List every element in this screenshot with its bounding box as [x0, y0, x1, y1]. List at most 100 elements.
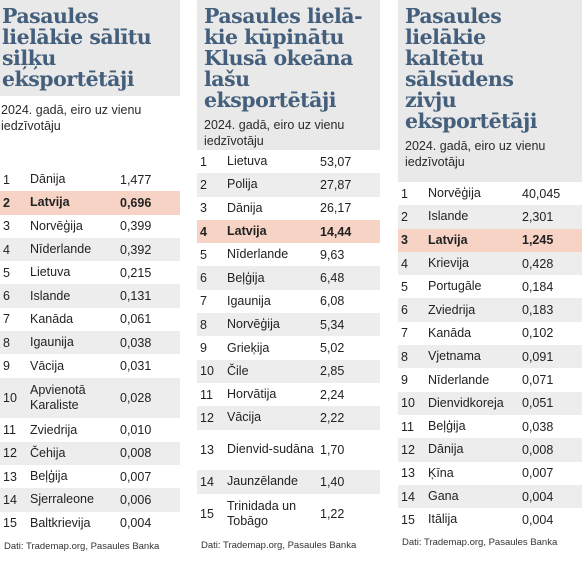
country-cell: Čehija: [30, 445, 66, 460]
rank-cell: 6: [3, 289, 10, 304]
table-row: 13 Beļģija 0,007: [0, 465, 180, 489]
country-cell: Lietuva: [227, 154, 268, 169]
country-cell: Gana: [428, 489, 459, 503]
rank-cell: 3: [3, 219, 10, 234]
value-cell: 1,40: [320, 474, 345, 489]
rank-cell: 6: [401, 303, 408, 318]
subtitle-line: 2024. gadā, eiro uz vienu: [405, 139, 546, 153]
country-cell: Vācija: [227, 410, 262, 425]
country-cell: Horvātija: [227, 387, 277, 402]
panel-header: Pasaules lielākie sālītu siļķu eksportēt…: [0, 0, 180, 96]
country-cell: Apvienotā Karaliste: [30, 383, 86, 413]
source-note: Dati: Trademap.org, Pasaules Banka: [4, 540, 160, 552]
table-row: 9 Grieķija 5,02: [197, 336, 380, 360]
value-cell: 0,061: [120, 312, 152, 327]
table-row: 12 Dānija 0,008: [398, 438, 582, 462]
rank-cell: 9: [3, 359, 10, 374]
table-row: 13 Ķīna 0,007: [398, 461, 582, 485]
country-cell: Norvēģija: [30, 218, 83, 233]
country-cell: Polija: [227, 177, 258, 192]
country-cell: Dienvidkoreja: [428, 395, 504, 410]
rank-cell: 15: [200, 507, 214, 521]
title-line: lielākie: [405, 25, 486, 49]
rank-cell: 2: [200, 177, 207, 192]
panel-smoked-salmon: Pasaules lielā- kie kūpinātu Klusā okeān…: [197, 0, 380, 552]
country-cell: Krievija: [428, 256, 469, 271]
country-cell: Dānija: [428, 442, 464, 457]
country-cell: Zviedrija: [30, 422, 78, 437]
value-cell: 0,038: [120, 335, 152, 350]
table-row: 1 Dānija 1,477: [0, 168, 180, 192]
value-cell: 0,051: [522, 396, 554, 411]
country-cell: Čile: [227, 363, 249, 378]
table-row: 5 Lietuva 0,215: [0, 261, 180, 285]
rank-cell: 7: [200, 294, 207, 309]
table-row: 8 Vjetnama 0,091: [398, 345, 582, 369]
country-cell: Portugāle: [428, 279, 482, 294]
country-cell: Lietuva: [30, 265, 71, 280]
value-cell: 0,215: [120, 265, 152, 280]
subtitle-line: iedzīvotāju: [405, 155, 465, 169]
value-cell: 0,392: [120, 242, 152, 257]
country-cell: Sjerraleone: [30, 492, 94, 507]
table-row: 14 Gana 0,004: [398, 484, 582, 509]
rank-cell: 5: [401, 279, 408, 294]
title-line: Pasaules: [405, 4, 502, 28]
value-cell: 0,091: [522, 349, 554, 364]
table-row: 3 Dānija 26,17: [197, 196, 380, 220]
country-cell: Vācija: [30, 358, 65, 373]
table-row: 14 Jaunzēlande 1,40: [197, 470, 380, 494]
panel-subtitle: 2024. gadā, eiro uz vienu iedzīvotāju: [399, 132, 582, 174]
table-row: 5 Portugāle 0,184: [398, 275, 582, 299]
table-row: 9 Nīderlande 0,071: [398, 368, 582, 392]
rank-cell: 5: [200, 247, 207, 262]
rank-cell: 1: [3, 172, 10, 187]
value-cell: 0,007: [522, 466, 554, 481]
rank-cell: 10: [3, 391, 17, 406]
ranking-table: 1 Norvēģija 40,045 2 Islande 2,301 3 Latvija 1,2…: [398, 182, 582, 532]
value-cell: 0,184: [522, 279, 554, 294]
title-line: sālsūdens: [405, 67, 514, 91]
table-row: 8 Igaunija 0,038: [0, 331, 180, 355]
rank-cell: 8: [200, 317, 207, 332]
value-cell: 1,245: [522, 233, 554, 248]
rank-cell: 15: [401, 512, 415, 527]
ranking-table: 1 Dānija 1,477 2 Latvija 0,696 3 Norvēģija 0,399…: [0, 168, 180, 535]
panel-header: Pasaules lielākie kaltētu sālsūdens zivj…: [398, 0, 582, 182]
country-cell: Nīderlande: [227, 247, 289, 262]
subtitle-line: 2024. gadā, eiro uz vienu: [204, 118, 345, 132]
rank-cell: 14: [200, 474, 214, 489]
rank-cell: 7: [3, 312, 10, 327]
table-row: 10 Čile 2,85: [197, 359, 380, 383]
rank-cell: 11: [3, 423, 16, 438]
country-cell: Kanāda: [30, 311, 74, 326]
rank-cell: 6: [200, 271, 207, 286]
table-row: 7 Kanāda 0,102: [398, 321, 582, 346]
rank-cell: 11: [401, 419, 414, 434]
title-line: kaltētu: [405, 46, 484, 70]
country-cell: Norvēģija: [227, 317, 280, 332]
table-row: 15 Trinidada un Tobāgo 1,22: [197, 493, 380, 535]
title-line: Klusā okeāna: [204, 46, 353, 70]
title-line: eksportētāji: [2, 67, 135, 91]
table-row: 15 Baltkrievija 0,004: [0, 511, 180, 535]
table-row: 2 Islande 2,301: [398, 205, 582, 229]
panel-dried-fish: Pasaules lielākie kaltētu sālsūdens zivj…: [398, 0, 582, 549]
country-cell: Baltkrievija: [30, 515, 91, 530]
value-cell: 40,045: [522, 186, 561, 201]
table-row: 12 Vācija 2,22: [197, 406, 380, 430]
panel-title: Pasaules lielākie kaltētu sālsūdens zivj…: [399, 6, 582, 132]
rank-cell: 13: [3, 469, 17, 484]
country-cell: Latvija: [30, 195, 70, 210]
table-row: 11 Zviedrija 0,010: [0, 418, 180, 442]
table-row: 6 Beļģija 6,48: [197, 266, 380, 290]
panel-subtitle: 2024. gadā, eiro uz vienu iedzīvotāju: [198, 111, 380, 153]
value-cell: 14,44: [320, 224, 352, 239]
value-cell: 27,87: [320, 177, 352, 192]
rank-cell: 3: [200, 201, 207, 216]
rank-cell: 14: [401, 489, 415, 504]
value-cell: 0,007: [120, 469, 152, 484]
country-cell: Beļģija: [30, 469, 68, 484]
country-cell: Nīderlande: [30, 242, 92, 257]
value-cell: 0,008: [522, 442, 554, 457]
